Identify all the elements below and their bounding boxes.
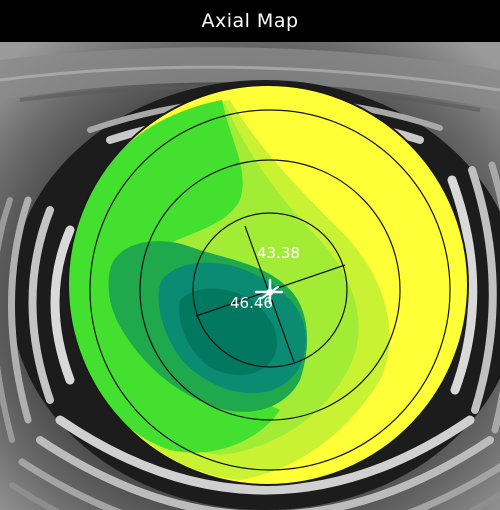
ring-inner [192, 212, 348, 368]
cornea-boundary [67, 84, 469, 486]
crosshair-icon [254, 278, 284, 305]
ring-middle [139, 159, 401, 421]
window-title-bar: Axial Map [0, 0, 500, 42]
axial-map-view[interactable]: 43.38 46.46 [0, 42, 500, 510]
ring-outer [89, 109, 451, 471]
reference-rings [89, 109, 451, 471]
window-title: Axial Map [201, 10, 299, 32]
topography-color-map[interactable] [67, 85, 468, 485]
flat-k-value: 46.46 [230, 294, 273, 312]
axial-map-canvas[interactable]: 43.38 46.46 [0, 42, 500, 510]
steep-k-value: 43.38 [257, 244, 300, 262]
